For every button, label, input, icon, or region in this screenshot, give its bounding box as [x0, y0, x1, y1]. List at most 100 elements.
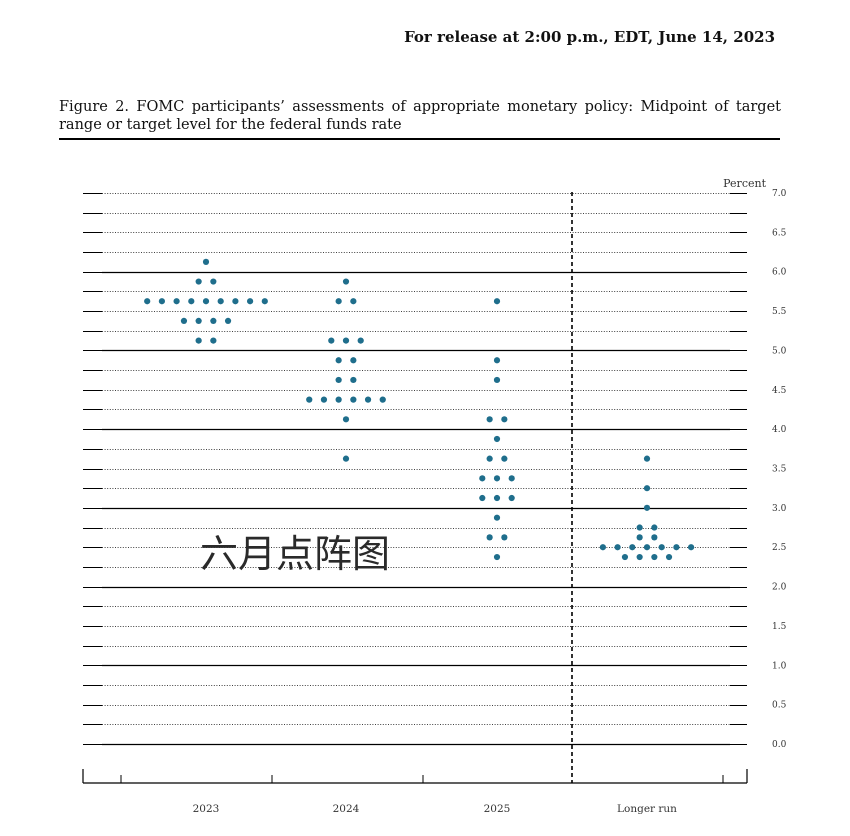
- y-tick-label: 6.5: [772, 228, 787, 238]
- data-dot: [217, 298, 224, 305]
- data-dot: [508, 494, 515, 502]
- data-dot: [643, 485, 651, 492]
- data-dot: [342, 337, 350, 344]
- y-tick-label: 1.0: [772, 661, 787, 671]
- data-dot: [350, 357, 357, 364]
- data-dot: [658, 544, 665, 551]
- data-dot: [636, 534, 643, 541]
- data-dot: [629, 544, 636, 551]
- y-tick-label: 0.0: [772, 740, 787, 750]
- data-dot: [247, 298, 254, 305]
- data-dot: [261, 298, 268, 305]
- x-tick-label: Longer run: [617, 803, 677, 815]
- data-dot: [643, 455, 651, 462]
- data-dot: [195, 337, 202, 344]
- watermark: 六月点阵图: [200, 532, 391, 576]
- y-tick-label: 3.0: [772, 504, 787, 514]
- data-dot: [636, 524, 643, 531]
- x-tick-label: 2024: [333, 803, 360, 815]
- y-tick-label: 5.0: [772, 346, 787, 356]
- title-rule: [59, 138, 780, 140]
- data-dot: [493, 553, 501, 561]
- data-dot: [195, 317, 202, 325]
- data-dot: [335, 357, 342, 364]
- data-dot: [379, 396, 386, 403]
- release-notice: For release at 2:00 p.m., EDT, June 14, …: [404, 28, 775, 46]
- data-dot: [364, 396, 372, 403]
- data-dot: [621, 553, 629, 561]
- data-dots: [144, 258, 695, 561]
- data-dot: [599, 544, 607, 551]
- x-tick-label: 2025: [484, 803, 511, 815]
- y-tick-label: 7.0: [772, 189, 787, 199]
- data-dot: [342, 278, 350, 285]
- data-dot: [614, 544, 621, 551]
- data-dot: [232, 298, 239, 305]
- grid-lines: [83, 193, 747, 746]
- data-dot: [350, 298, 357, 305]
- data-dot: [342, 416, 350, 423]
- y-tick-label: 3.5: [772, 465, 787, 475]
- y-tick-label: 4.0: [772, 425, 787, 435]
- data-dot: [688, 544, 695, 551]
- y-tick-label: 6.0: [772, 268, 787, 278]
- data-dot: [144, 298, 151, 305]
- data-dot: [508, 475, 515, 482]
- data-dot: [173, 298, 180, 305]
- data-dot: [673, 544, 680, 551]
- data-dot: [636, 553, 643, 561]
- data-dot: [486, 455, 493, 462]
- data-dot: [493, 514, 501, 521]
- data-dot: [342, 455, 350, 462]
- y-tick-label: 2.5: [772, 543, 787, 553]
- data-dot: [486, 534, 493, 541]
- data-dot: [335, 298, 342, 305]
- data-dot: [479, 475, 486, 482]
- data-dot: [493, 494, 501, 502]
- data-dot: [665, 553, 673, 561]
- y-tick-label: 4.5: [772, 386, 787, 396]
- data-dot: [643, 544, 651, 551]
- data-dot: [479, 494, 486, 502]
- data-dot: [350, 376, 357, 384]
- data-dot: [493, 298, 501, 305]
- data-dot: [335, 376, 342, 384]
- data-dot: [202, 298, 210, 305]
- data-dot: [306, 396, 313, 403]
- data-dot: [493, 376, 501, 384]
- data-dot: [224, 317, 232, 325]
- data-dot: [210, 337, 217, 344]
- data-dot: [320, 396, 328, 403]
- data-dot: [651, 524, 658, 531]
- data-dot: [335, 396, 342, 403]
- data-dot: [651, 553, 658, 561]
- axis-labels: Percent 0.0 0.5 1.0 1.5 2.0 2.5 3.0 3.5 4.0 4.5 5.…: [193, 177, 787, 815]
- data-dot: [501, 455, 508, 462]
- y-tick-label: 1.5: [772, 622, 787, 632]
- data-dot: [188, 298, 195, 305]
- y-tick-label: 2.0: [772, 583, 787, 593]
- data-dot: [493, 475, 501, 482]
- y-tick-label: 5.5: [772, 307, 787, 317]
- data-dot: [486, 416, 493, 423]
- data-dot: [501, 534, 508, 541]
- figure-title: Figure 2. FOMC participants’ assessments…: [59, 99, 781, 133]
- data-dot: [493, 357, 501, 364]
- data-dot: [501, 416, 508, 423]
- data-dot: [202, 258, 210, 265]
- x-tick-label: 2023: [193, 803, 220, 815]
- y-tick-label: 0.5: [772, 701, 787, 711]
- data-dot: [180, 317, 188, 325]
- data-dot: [357, 337, 364, 344]
- axes: [82, 192, 748, 784]
- y-axis-label: Percent: [723, 177, 766, 190]
- data-dot: [350, 396, 357, 403]
- data-dot: [210, 317, 217, 325]
- data-dot: [210, 278, 217, 285]
- data-dot: [328, 337, 335, 344]
- data-dot: [195, 278, 202, 285]
- data-dot: [651, 534, 658, 541]
- data-dot: [493, 435, 501, 443]
